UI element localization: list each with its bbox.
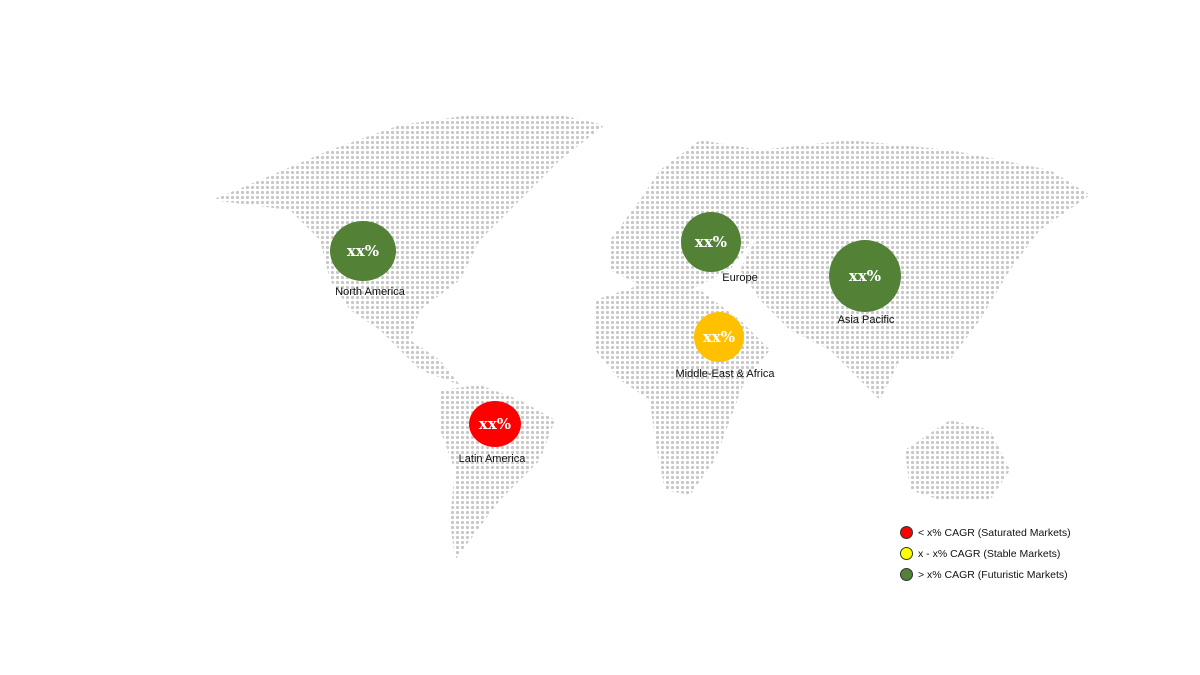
bubble-latin-america: xx% xyxy=(469,401,521,447)
bubble-asia-pacific: xx% xyxy=(829,240,901,312)
green-dot-icon xyxy=(900,568,913,581)
legend-item-saturated: < x% CAGR (Saturated Markets) xyxy=(900,522,1071,543)
yellow-dot-icon xyxy=(900,547,913,560)
legend-label: > x% CAGR (Futuristic Markets) xyxy=(918,568,1068,581)
continent-africa xyxy=(595,285,770,495)
continent-australia xyxy=(905,420,1010,500)
continent-south-america xyxy=(440,385,555,560)
label-north-america: North America xyxy=(335,286,405,298)
label-middle-east-africa: Middle-East & Africa xyxy=(675,368,775,380)
bubble-middle-east-africa: xx% xyxy=(694,312,744,362)
legend-label: x - x% CAGR (Stable Markets) xyxy=(918,547,1061,560)
continent-asia xyxy=(740,140,1090,400)
bubble-north-america: xx% xyxy=(330,221,396,281)
continent-north-america xyxy=(212,115,605,385)
legend-item-stable: x - x% CAGR (Stable Markets) xyxy=(900,543,1071,564)
label-asia-pacific: Asia Pacific xyxy=(837,314,895,326)
label-europe: Europe xyxy=(722,272,758,284)
legend: < x% CAGR (Saturated Markets) x - x% CAG… xyxy=(900,522,1071,585)
legend-label: < x% CAGR (Saturated Markets) xyxy=(918,526,1071,539)
red-dot-icon xyxy=(900,526,913,539)
label-latin-america: Latin America xyxy=(458,453,526,465)
legend-item-futuristic: > x% CAGR (Futuristic Markets) xyxy=(900,564,1071,585)
bubble-europe: xx% xyxy=(681,212,741,272)
